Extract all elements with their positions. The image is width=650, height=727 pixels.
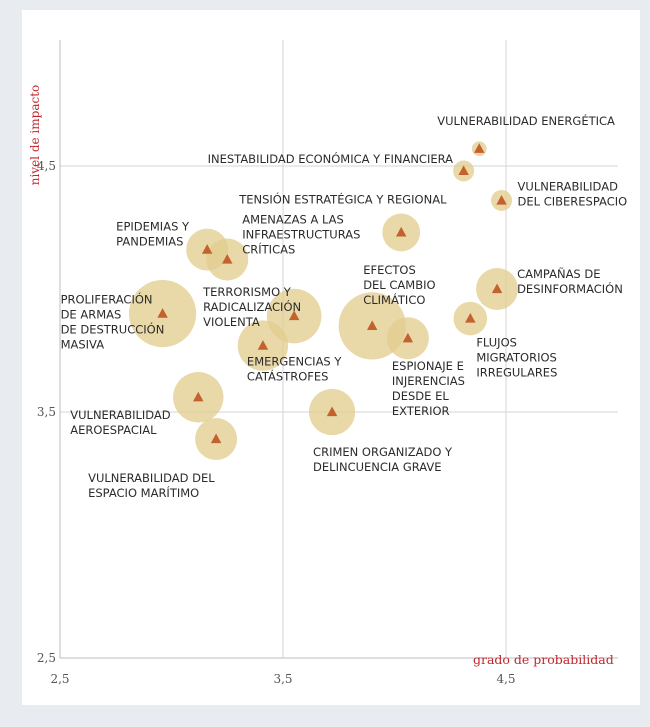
- x-tick-label: 4,5: [496, 672, 515, 686]
- risk-label: ESPACIO MARÍTIMO: [88, 485, 199, 500]
- risk-label: VIOLENTA: [203, 315, 260, 329]
- risk-label: EXTERIOR: [392, 404, 450, 418]
- risk-point-marker: [222, 253, 233, 264]
- risk-label: EFECTOS: [363, 263, 416, 277]
- risk-point-marker: [366, 320, 378, 331]
- risk-label: MIGRATORIOS: [476, 351, 557, 365]
- risk-label: VULNERABILIDAD: [70, 408, 171, 422]
- risk-label: VULNERABILIDAD ENERGÉTICA: [437, 113, 615, 128]
- risk-label: VULNERABILIDAD DEL: [88, 471, 215, 485]
- risk-point-marker: [474, 143, 485, 153]
- risk-label: TERRORISMO Y: [202, 285, 292, 299]
- risk-label: EPIDEMIAS Y: [116, 220, 190, 234]
- risk-label: TENSIÓN ESTRATÉGICA Y REGIONAL: [238, 191, 447, 206]
- risk-point-marker: [465, 313, 476, 323]
- risk-label: DE ARMAS: [61, 308, 122, 322]
- risk-point-marker: [326, 406, 338, 417]
- risk-point-marker: [402, 332, 414, 343]
- risk-label: DELINCUENCIA GRAVE: [313, 460, 441, 474]
- risk-label: PANDEMIAS: [116, 235, 183, 249]
- risk-label: CLIMÁTICO: [363, 292, 425, 307]
- risk-point-marker: [458, 165, 469, 176]
- plot-panel: VULNERABILIDAD ENERGÉTICA INESTABILIDAD E…: [22, 10, 640, 705]
- risk-label: RADICALIZACIÓN: [203, 299, 301, 314]
- risk-label: ESPIONAJE E: [392, 359, 464, 373]
- y-tick-label: 2,5: [37, 651, 56, 665]
- risk-point-marker: [157, 308, 168, 318]
- risk-label: AMENAZAS A LAS: [242, 212, 344, 226]
- risk-point-marker: [257, 340, 269, 350]
- grid-layer: [60, 40, 618, 659]
- risk-point-marker: [288, 310, 300, 321]
- risk-label: VULNERABILIDAD: [518, 179, 619, 193]
- risk-label: CATÁSTROFES: [247, 369, 329, 384]
- risk-label: DEL CIBERESPACIO: [518, 194, 628, 208]
- risk-label: INFRAESTRUCTURAS: [242, 227, 360, 241]
- risk-label: INJERENCIAS: [392, 374, 465, 388]
- scatter-chart: VULNERABILIDAD ENERGÉTICA INESTABILIDAD E…: [37, 40, 628, 686]
- marker-layer: [157, 143, 507, 444]
- y-tick-label: 3,5: [37, 405, 56, 419]
- risk-point-marker: [395, 226, 407, 237]
- risk-label: MASIVA: [61, 338, 105, 352]
- risk-point-marker: [201, 244, 213, 254]
- risk-label: CAMPAÑAS DE: [517, 266, 600, 281]
- x-tick-label: 2,5: [50, 672, 69, 686]
- risk-label: CRIMEN ORGANIZADO Y: [313, 445, 453, 459]
- risk-point-marker: [193, 391, 204, 402]
- axis-layer: [59, 40, 618, 659]
- risk-point-marker: [210, 433, 222, 444]
- risk-label: DEL CAMBIO: [363, 278, 435, 292]
- risk-label: FLUJOS: [476, 336, 517, 350]
- risk-label: AEROESPACIAL: [70, 423, 157, 437]
- y-axis-title: nivel de impacto: [28, 84, 42, 186]
- x-axis-title: grado de probabilidad: [473, 652, 614, 667]
- x-tick-label: 3,5: [273, 672, 292, 686]
- risk-label: IRREGULARES: [476, 366, 557, 380]
- risk-label: CRÍTICAS: [242, 241, 295, 256]
- tick-layer: 2,5 3,5 4,5 2,5 3,5 4,5: [37, 159, 516, 686]
- risk-label: DESINFORMACIÓN: [517, 281, 623, 296]
- risk-label: DESDE EL: [392, 389, 449, 403]
- label-layer: VULNERABILIDAD ENERGÉTICA INESTABILIDAD E…: [61, 113, 628, 500]
- y-tick-label: 4,5: [37, 159, 56, 173]
- risk-point-marker: [496, 194, 507, 205]
- risk-label: DE DESTRUCCIÓN: [61, 322, 165, 337]
- risk-label: INESTABILIDAD ECONÓMICA Y FINANCIERA: [208, 151, 454, 166]
- risk-label: PROLIFERACIÓN: [61, 292, 153, 307]
- risk-point-marker: [491, 283, 503, 294]
- risk-label: EMERGENCIAS Y: [247, 355, 342, 369]
